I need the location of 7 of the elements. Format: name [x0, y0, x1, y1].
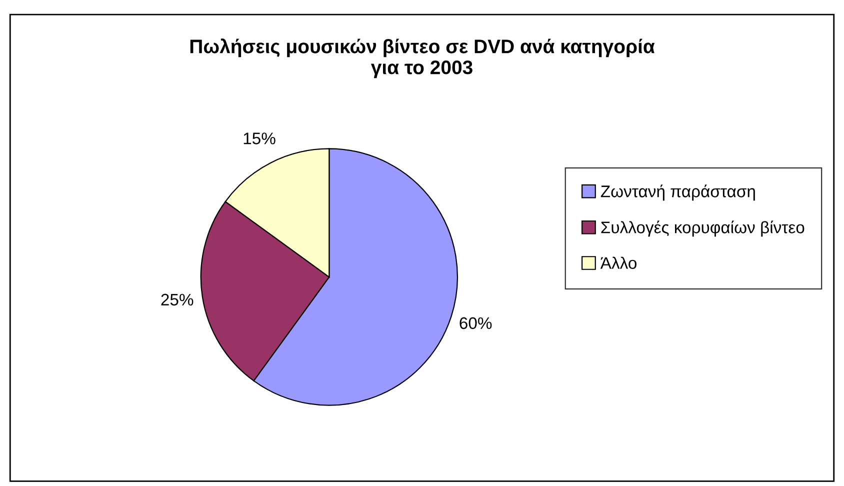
data-label: 15% — [244, 132, 276, 144]
chart-title: Πωλήσεις μουσικών βίντεο σε DVD ανά κατηγορία για το 2003 — [190, 38, 655, 78]
data-label: 25% — [161, 294, 194, 306]
legend-label: Άλλο — [600, 256, 636, 269]
legend-label: Συλλογές κορυφαίων βίντεο — [601, 220, 804, 237]
data-label: 60% — [460, 317, 492, 330]
legend-label: Ζωντανή παράσταση — [600, 184, 755, 201]
